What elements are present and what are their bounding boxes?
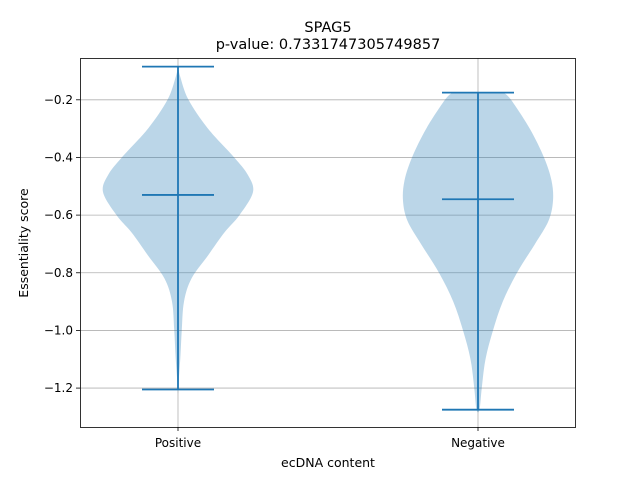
chart-subtitle: p-value: 0.7331747305749857 xyxy=(216,37,441,53)
y-tick-label: −1.0 xyxy=(44,323,73,337)
chart-title: SPAG5 xyxy=(304,20,351,36)
y-tick-label: −0.2 xyxy=(44,93,73,107)
ticks: −0.2 −0.4 −0.6 −0.8 −1.0 −1.2 Positive Negative xyxy=(44,93,505,450)
y-tick-label: −0.6 xyxy=(44,208,73,222)
y-tick-label: −0.4 xyxy=(44,150,73,164)
plot-area-frame xyxy=(80,58,576,428)
x-tick-label: Negative xyxy=(451,436,505,450)
y-tick-label: −1.2 xyxy=(44,381,73,395)
x-axis-label: ecDNA content xyxy=(281,455,375,470)
x-tick-label: Positive xyxy=(155,436,201,450)
y-axis-label: Essentiality score xyxy=(16,188,31,298)
violins xyxy=(102,65,554,413)
y-tick-label: −0.8 xyxy=(44,266,73,280)
